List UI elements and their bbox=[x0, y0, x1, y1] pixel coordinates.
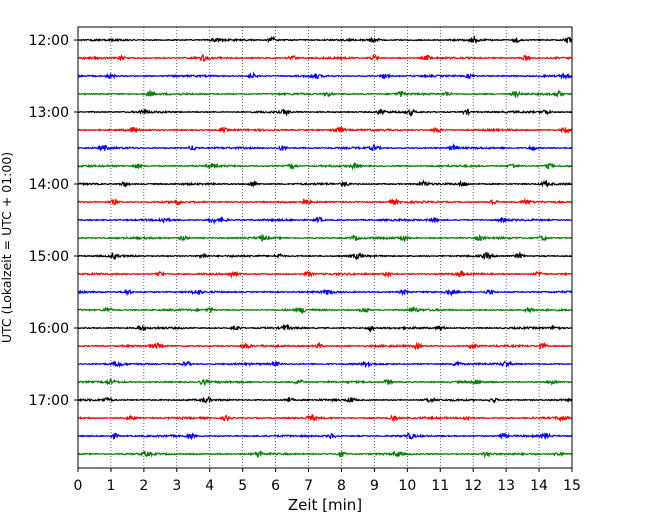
trace-1330 bbox=[77, 142, 573, 152]
trace-1630 bbox=[77, 359, 573, 369]
x-tick-label: 3 bbox=[172, 478, 181, 494]
trace-1600 bbox=[77, 323, 573, 333]
trace-1230 bbox=[77, 71, 573, 81]
x-tick-label: 2 bbox=[139, 478, 148, 494]
y-tick-label: 17:00 bbox=[29, 393, 69, 409]
trace-1545 bbox=[77, 305, 573, 314]
trace-1715 bbox=[77, 414, 573, 423]
trace-1445 bbox=[77, 233, 573, 243]
plot-frame bbox=[77, 26, 573, 469]
trace-1245 bbox=[77, 88, 572, 99]
x-tick-label: 0 bbox=[74, 478, 83, 494]
trace-1745 bbox=[77, 449, 573, 459]
trace-1315 bbox=[77, 126, 573, 135]
x-tick-label: 14 bbox=[530, 478, 548, 494]
trace-1345 bbox=[77, 162, 573, 171]
x-tick-label: 15 bbox=[563, 478, 581, 494]
x-tick-label: 12 bbox=[464, 478, 482, 494]
trace-1615 bbox=[77, 341, 573, 351]
trace-1700 bbox=[77, 395, 573, 404]
x-tick-label: 5 bbox=[238, 478, 247, 494]
y-axis-label: UTC (Lokalzeit = UTC + 01:00) bbox=[0, 152, 14, 343]
y-tick-label: 12:00 bbox=[29, 33, 69, 49]
trace-1515 bbox=[77, 270, 573, 279]
x-tick-label: 8 bbox=[337, 478, 346, 494]
trace-1645 bbox=[77, 378, 573, 387]
x-tick-label: 7 bbox=[304, 478, 313, 494]
y-tick-label: 14:00 bbox=[29, 177, 69, 193]
x-axis-label: Zeit [min] bbox=[288, 496, 362, 514]
x-tick-label: 6 bbox=[271, 478, 280, 494]
trace-1200 bbox=[77, 34, 573, 45]
trace-lines bbox=[77, 34, 573, 459]
x-tick-label: 4 bbox=[205, 478, 214, 494]
trace-1500 bbox=[77, 250, 573, 261]
trace-1415 bbox=[77, 197, 573, 207]
y-axis-ticks: 12:00 13:00 14:00 15:00 16:00 17:00 bbox=[29, 33, 78, 409]
trace-1430 bbox=[77, 216, 573, 225]
x-tick-label: 11 bbox=[431, 478, 449, 494]
x-tick-label: 13 bbox=[497, 478, 515, 494]
x-tick-label: 10 bbox=[398, 478, 416, 494]
x-tick-label: 9 bbox=[370, 478, 379, 494]
y-tick-label: 16:00 bbox=[29, 321, 69, 337]
trace-1300 bbox=[78, 108, 573, 118]
y-tick-label: 15:00 bbox=[29, 249, 69, 265]
y-tick-label: 13:00 bbox=[29, 105, 69, 121]
trace-1215 bbox=[77, 53, 573, 62]
x-axis-ticks: 0 1 2 3 4 5 6 7 8 9 10 11 12 13 14 15 bbox=[74, 468, 581, 494]
trace-1400 bbox=[77, 179, 573, 189]
trace-1730 bbox=[77, 432, 573, 441]
x-tick-label: 1 bbox=[106, 478, 115, 494]
trace-1530 bbox=[77, 288, 573, 298]
